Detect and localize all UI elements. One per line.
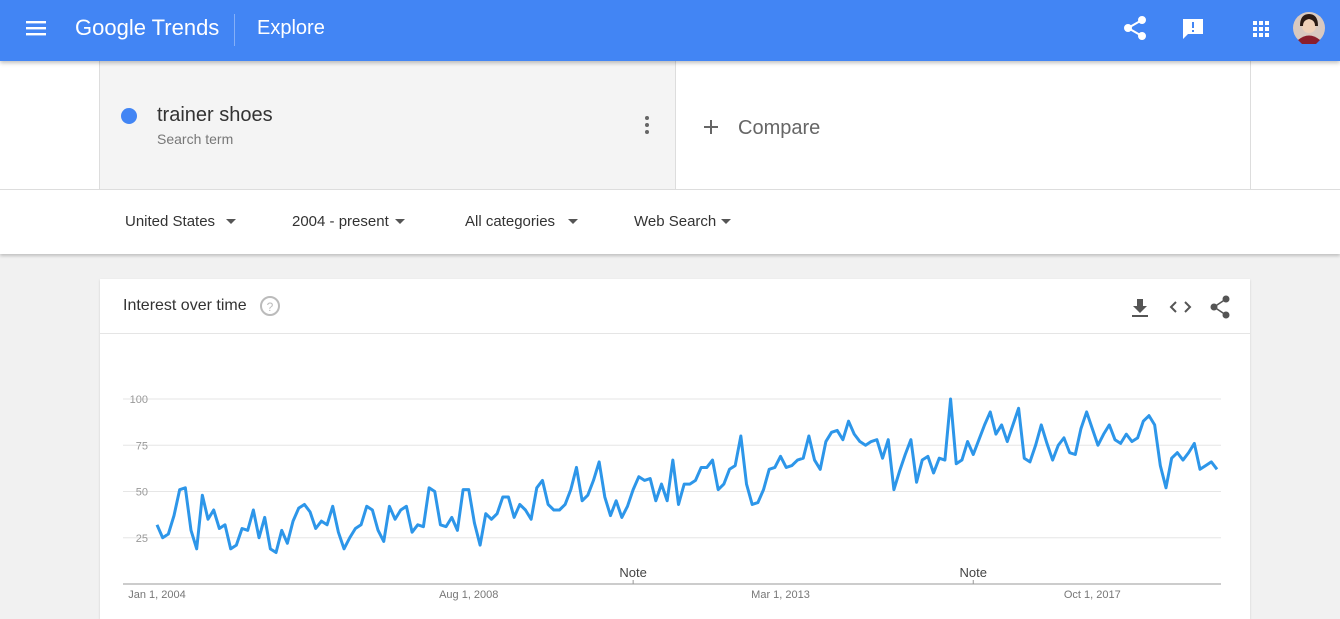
separator (234, 14, 235, 46)
y-tick-label: 75 (136, 440, 148, 452)
x-tick-label: Aug 1, 2008 (439, 589, 498, 601)
note-label: Note (619, 565, 646, 580)
geo-filter[interactable]: United States (125, 213, 216, 230)
x-tick-label: Oct 1, 2017 (1064, 589, 1121, 601)
top-bar: Google Trends Explore (0, 0, 1340, 61)
search-term-type: Search term (157, 131, 234, 147)
logo[interactable]: Google Trends (75, 15, 220, 40)
property-filter[interactable]: Web Search (634, 213, 717, 230)
note-label: Note (960, 565, 987, 580)
divider (0, 189, 1340, 190)
x-tick-label: Mar 1, 2013 (751, 589, 810, 601)
time-filter[interactable]: 2004 - present (292, 213, 389, 230)
chart-title: Interest over time (123, 297, 247, 314)
page-title: Explore (257, 17, 325, 39)
y-tick-label: 25 (136, 533, 148, 545)
category-filter[interactable]: All categories (465, 213, 556, 230)
card-divider (100, 333, 1250, 334)
compare-box[interactable] (675, 61, 1251, 189)
y-tick-label: 100 (130, 394, 148, 406)
x-tick-label: Jan 1, 2004 (128, 589, 186, 601)
y-tick-label: 50 (136, 487, 148, 499)
compare-button[interactable]: Compare (738, 117, 821, 139)
search-term: trainer shoes (157, 104, 273, 126)
series-line (155, 397, 1219, 555)
search-term-box[interactable] (99, 61, 676, 189)
